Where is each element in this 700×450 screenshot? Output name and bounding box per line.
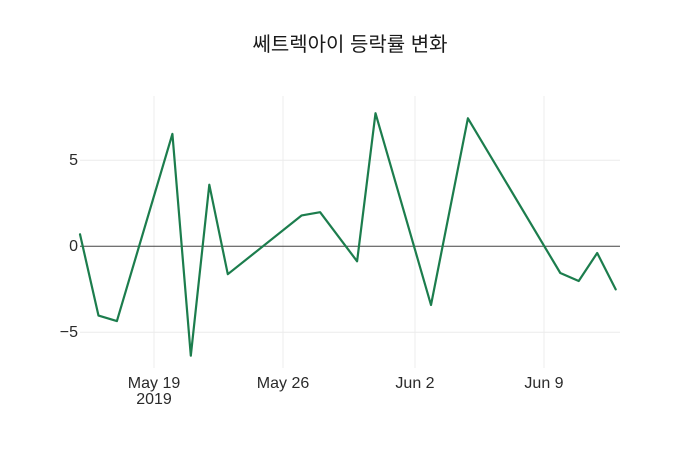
svg-text:5: 5 bbox=[69, 152, 78, 169]
svg-text:0: 0 bbox=[69, 238, 78, 255]
svg-text:Jun 9: Jun 9 bbox=[524, 375, 563, 392]
svg-text:2019: 2019 bbox=[136, 391, 172, 408]
svg-text:May 26: May 26 bbox=[257, 375, 310, 392]
svg-text:Jun 2: Jun 2 bbox=[395, 375, 434, 392]
svg-text:−5: −5 bbox=[60, 324, 78, 341]
svg-text:May 19: May 19 bbox=[128, 375, 181, 392]
